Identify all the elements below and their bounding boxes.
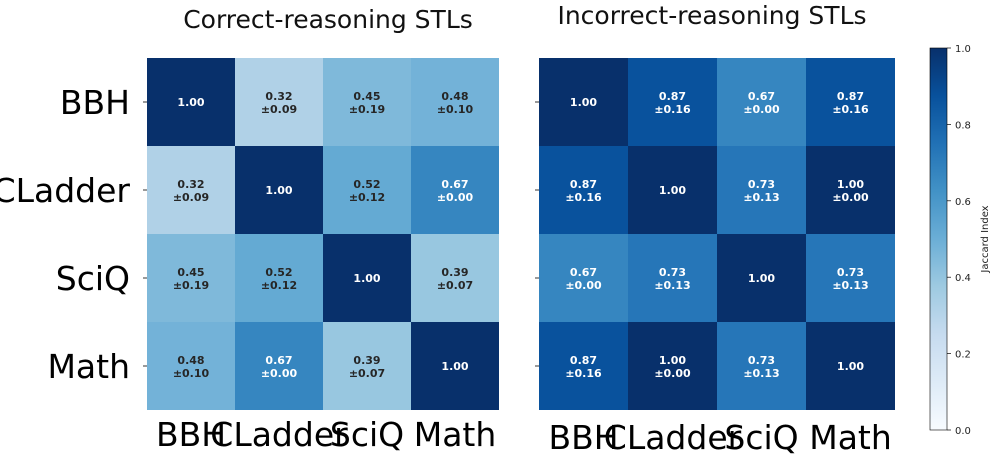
heatmap-cell-sciq-cladder bbox=[235, 234, 323, 322]
cell-label-sciq-math: 0.73 ±0.13 bbox=[832, 266, 868, 292]
heatmap-cell-sciq-bbh bbox=[147, 234, 235, 322]
row-label-cladder: CLadder bbox=[0, 171, 130, 210]
cell-label-sciq-sciq: 1.00 bbox=[353, 272, 380, 285]
heatmap-cell-math-sciq bbox=[717, 322, 806, 410]
heatmap-cell-sciq-sciq bbox=[323, 234, 411, 322]
heatmap-cell-sciq-math bbox=[411, 234, 499, 322]
cell-label-cladder-bbh: 0.32 ±0.09 bbox=[173, 178, 209, 204]
colorbar-tick-label-2: 0.4 bbox=[955, 273, 971, 284]
cell-label-bbh-bbh: 1.00 bbox=[570, 96, 597, 109]
cell-label-cladder-math: 0.67 ±0.00 bbox=[437, 178, 474, 204]
colorbar-tick-label-1: 0.2 bbox=[955, 350, 971, 361]
cell-label-sciq-math: 0.39 ±0.07 bbox=[437, 266, 473, 292]
cell-label-bbh-math: 0.48 ±0.10 bbox=[437, 90, 474, 116]
heatmap-cell-sciq-math bbox=[806, 234, 895, 322]
colorbar: 0.0 0.2 0.4 0.6 0.8 1.0 Jaccard Index bbox=[929, 44, 991, 437]
heatmap-correct: Correct-reasoning STLs BBHCLadderSciQMat… bbox=[0, 5, 499, 454]
cell-label-bbh-sciq: 0.67 ±0.00 bbox=[743, 90, 780, 116]
heatmap-cell-bbh-cladder bbox=[628, 58, 717, 146]
heatmap-cell-sciq-sciq bbox=[717, 234, 806, 322]
cell-label-math-cladder: 0.67 ±0.00 bbox=[261, 354, 298, 380]
heatmap-cell-sciq-cladder bbox=[628, 234, 717, 322]
cell-label-bbh-cladder: 0.87 ±0.16 bbox=[654, 90, 691, 116]
cell-label-sciq-cladder: 0.73 ±0.13 bbox=[654, 266, 690, 292]
heatmap-cell-cladder-bbh bbox=[147, 146, 235, 234]
heatmap-cell-bbh-sciq bbox=[717, 58, 806, 146]
heatmap-cell-bbh-bbh bbox=[539, 58, 628, 146]
col-label-sciq: SciQ bbox=[724, 418, 798, 457]
cell-label-sciq-bbh: 0.45 ±0.19 bbox=[173, 266, 209, 292]
row-label-math: Math bbox=[47, 347, 130, 386]
col-label-cladder: CLadder bbox=[604, 418, 742, 457]
heatmap-cell-sciq-bbh bbox=[539, 234, 628, 322]
cell-label-math-bbh: 0.87 ±0.16 bbox=[565, 354, 602, 380]
cell-label-cladder-sciq: 0.52 ±0.12 bbox=[349, 178, 385, 204]
row-label-bbh: BBH bbox=[60, 83, 130, 122]
cell-label-bbh-sciq: 0.45 ±0.19 bbox=[349, 90, 385, 116]
cell-label-cladder-math: 1.00 ±0.00 bbox=[832, 178, 869, 204]
col-label-bbh: BBH bbox=[548, 418, 618, 457]
cell-label-math-cladder: 1.00 ±0.00 bbox=[654, 354, 691, 380]
cell-label-sciq-sciq: 1.00 bbox=[748, 272, 775, 285]
cell-label-math-sciq: 0.39 ±0.07 bbox=[349, 354, 385, 380]
cell-label-sciq-cladder: 0.52 ±0.12 bbox=[261, 266, 297, 292]
heatmap-cell-math-cladder bbox=[235, 322, 323, 410]
heatmap-cell-cladder-cladder bbox=[628, 146, 717, 234]
cell-label-bbh-cladder: 0.32 ±0.09 bbox=[261, 90, 297, 116]
heatmap-cell-math-bbh bbox=[539, 322, 628, 410]
heatmap-cell-cladder-math bbox=[806, 146, 895, 234]
cell-label-cladder-cladder: 1.00 bbox=[659, 184, 686, 197]
heatmap-cell-bbh-sciq bbox=[323, 58, 411, 146]
cell-label-sciq-bbh: 0.67 ±0.00 bbox=[565, 266, 602, 292]
colorbar-gradient bbox=[929, 47, 948, 431]
heatmap-cell-math-math bbox=[806, 322, 895, 410]
heatmap-cell-bbh-math bbox=[806, 58, 895, 146]
heatmap-cell-math-math bbox=[411, 322, 499, 410]
cell-label-math-sciq: 0.73 ±0.13 bbox=[743, 354, 779, 380]
cell-label-bbh-math: 0.87 ±0.16 bbox=[832, 90, 869, 116]
col-label-cladder: CLadder bbox=[210, 415, 348, 454]
heatmap-cell-cladder-math bbox=[411, 146, 499, 234]
heatmap-cell-cladder-sciq bbox=[323, 146, 411, 234]
col-label-bbh: BBH bbox=[156, 415, 226, 454]
colorbar-tick-label-4: 0.8 bbox=[955, 120, 971, 131]
col-label-math: Math bbox=[809, 418, 892, 457]
heatmap-cell-math-sciq bbox=[323, 322, 411, 410]
heatmap-cell-math-bbh bbox=[147, 322, 235, 410]
heatmap-cell-bbh-bbh bbox=[147, 58, 235, 146]
col-label-math: Math bbox=[414, 415, 497, 454]
heatmap-title-incorrect: Incorrect-reasoning STLs bbox=[557, 1, 866, 30]
heatmap-title-correct: Correct-reasoning STLs bbox=[183, 5, 473, 34]
cell-label-cladder-cladder: 1.00 bbox=[265, 184, 292, 197]
colorbar-tick-label-3: 0.6 bbox=[955, 197, 971, 208]
cell-label-cladder-sciq: 0.73 ±0.13 bbox=[743, 178, 779, 204]
heatmap-cell-cladder-cladder bbox=[235, 146, 323, 234]
col-label-sciq: SciQ bbox=[330, 415, 404, 454]
cell-label-bbh-bbh: 1.00 bbox=[177, 96, 204, 109]
cell-label-math-math: 1.00 bbox=[837, 360, 864, 373]
cell-label-cladder-bbh: 0.87 ±0.16 bbox=[565, 178, 602, 204]
row-label-sciq: SciQ bbox=[56, 259, 130, 298]
heatmap-cell-bbh-math bbox=[411, 58, 499, 146]
heatmap-cell-cladder-bbh bbox=[539, 146, 628, 234]
heatmap-cell-math-cladder bbox=[628, 322, 717, 410]
heatmap-cell-cladder-sciq bbox=[717, 146, 806, 234]
colorbar-tick-label-5: 1.0 bbox=[955, 44, 971, 55]
colorbar-tick-label-0: 0.0 bbox=[955, 426, 971, 437]
heatmap-cell-bbh-cladder bbox=[235, 58, 323, 146]
colorbar-label: Jaccard Index bbox=[980, 205, 991, 273]
cell-label-math-bbh: 0.48 ±0.10 bbox=[173, 354, 210, 380]
cell-label-math-math: 1.00 bbox=[441, 360, 468, 373]
